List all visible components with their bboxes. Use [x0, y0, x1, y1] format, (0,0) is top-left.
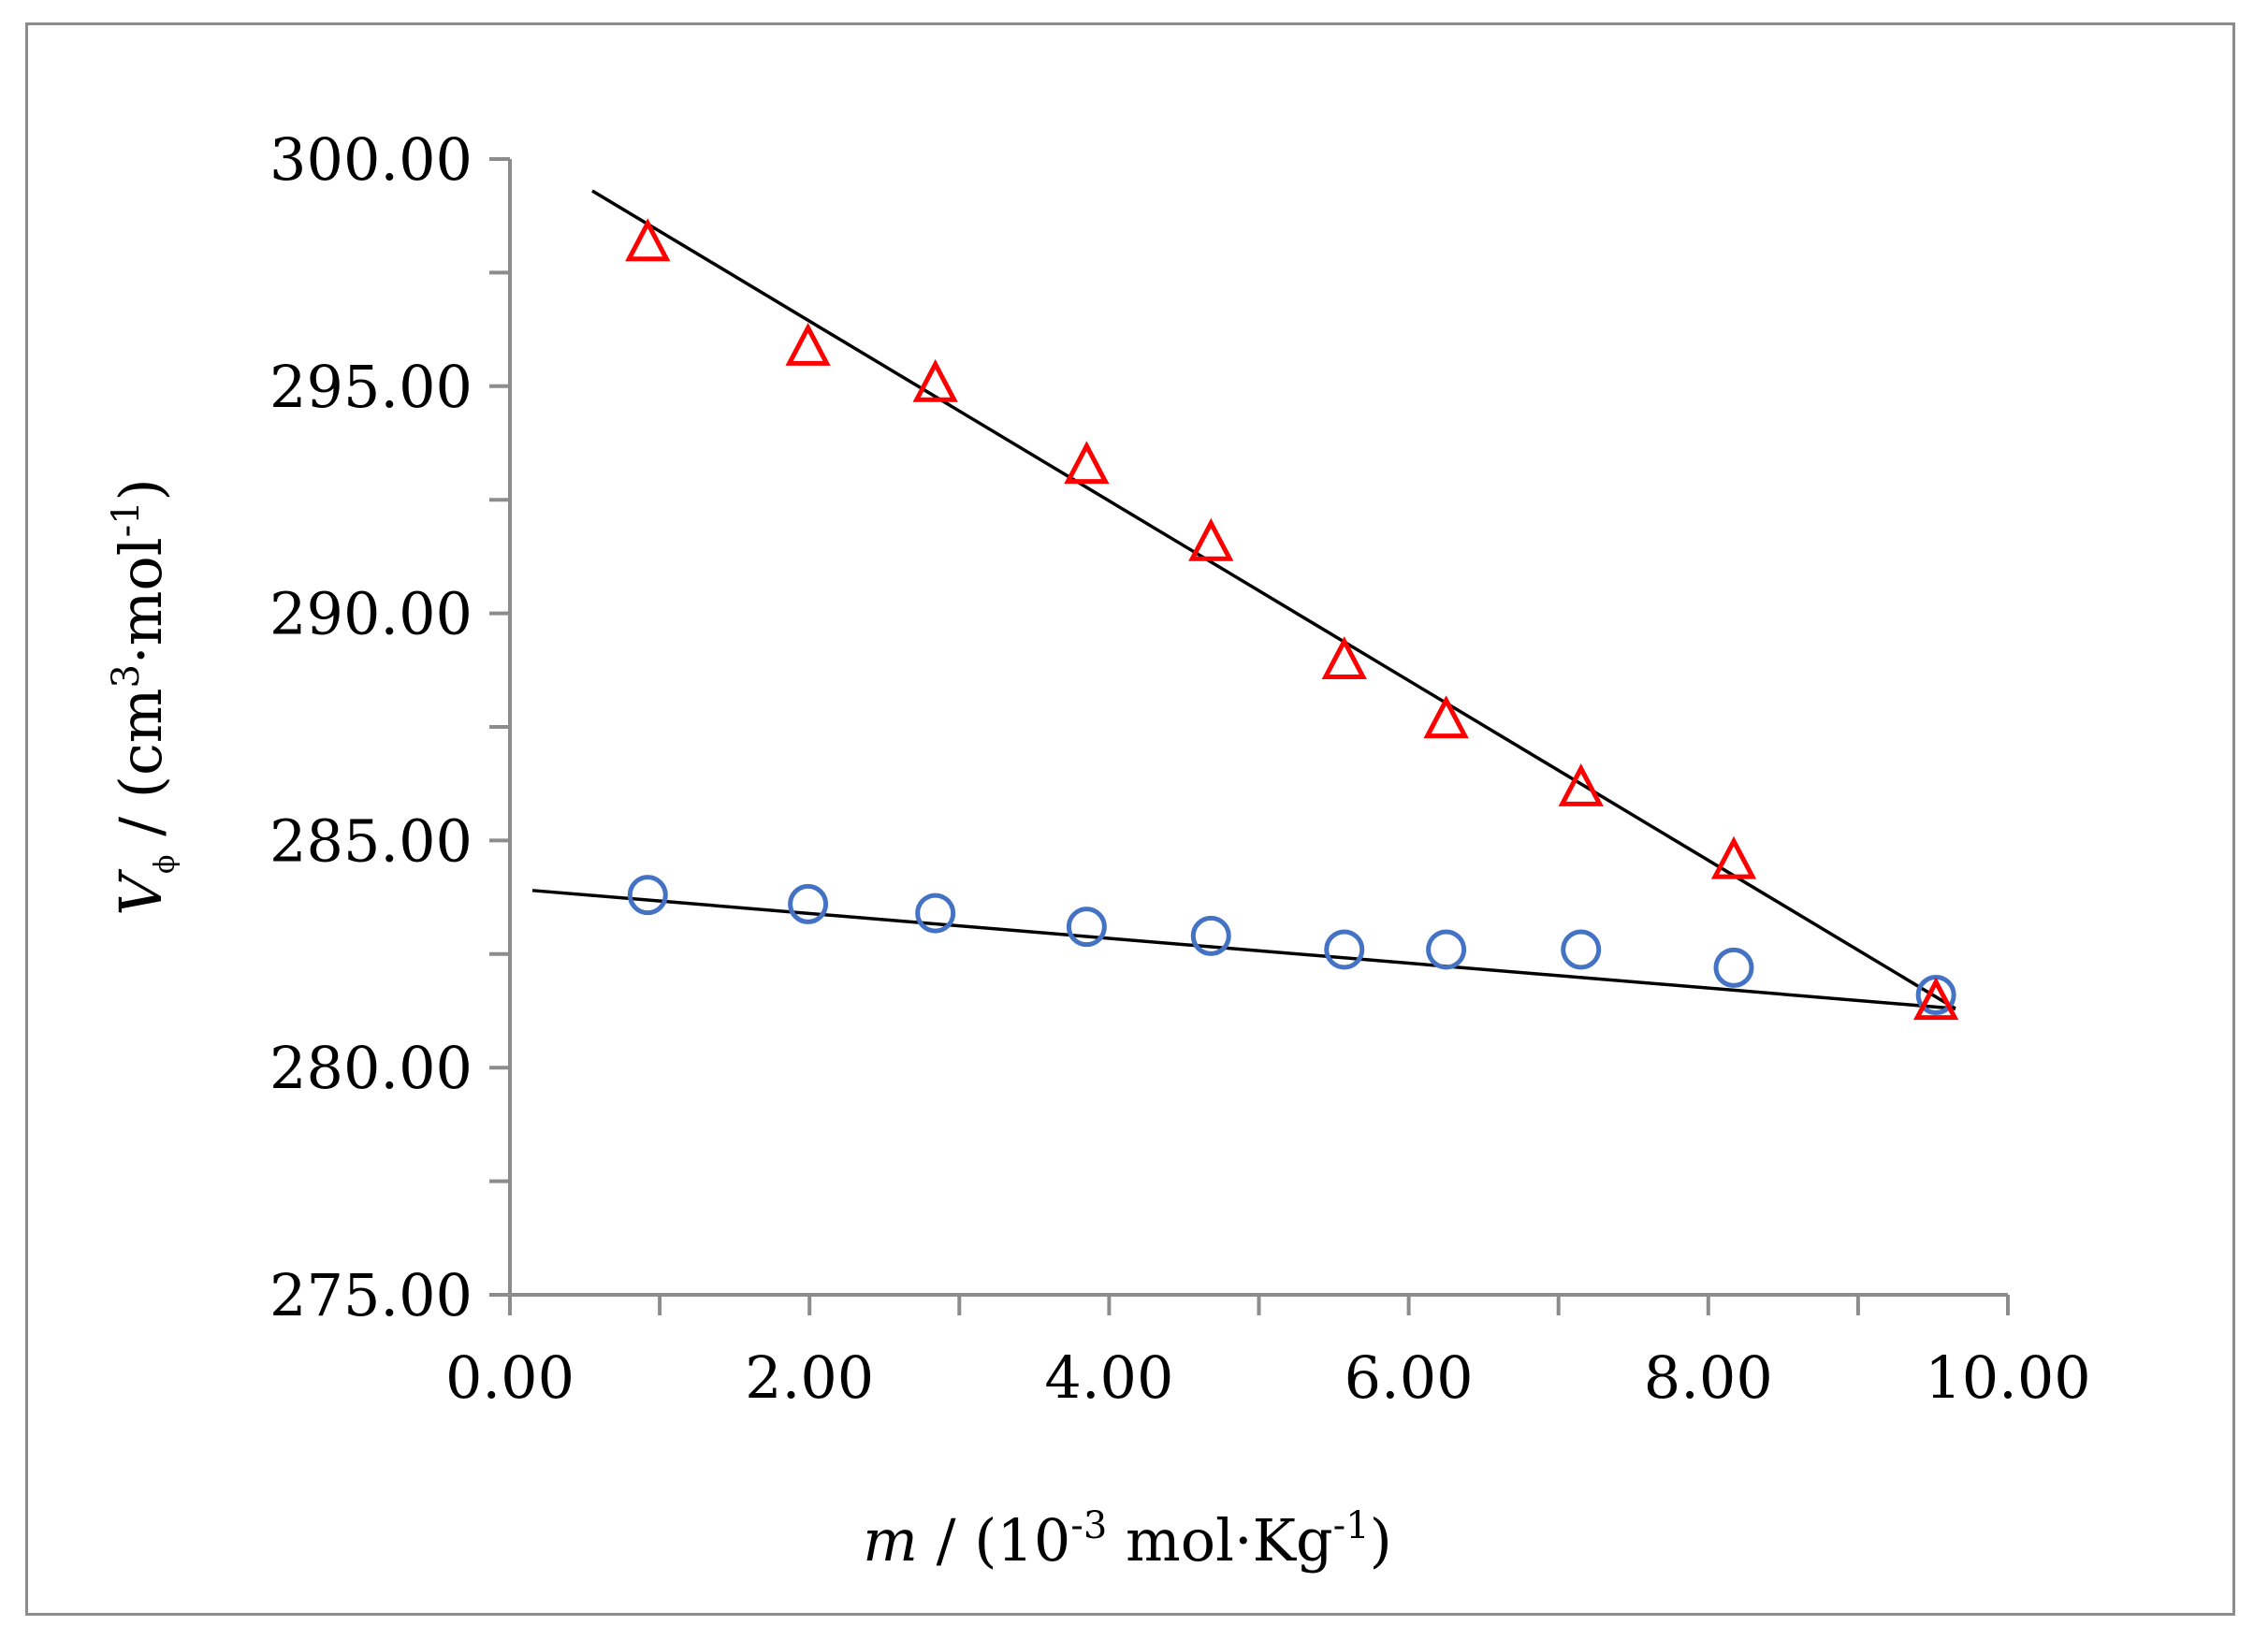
triangle-point — [1913, 977, 1959, 1021]
y-tick-label: 280.00 — [269, 1034, 472, 1102]
circle-point — [788, 883, 829, 924]
circle-point — [915, 893, 956, 934]
x-tick-label: 8.00 — [1644, 1343, 1773, 1412]
y-tick-label: 285.00 — [269, 806, 472, 875]
circle-point — [1426, 929, 1467, 970]
x-tick-label: 6.00 — [1345, 1343, 1474, 1412]
circles-fit-line — [531, 889, 1956, 1010]
triangle-point — [625, 218, 671, 262]
circle-point — [1713, 947, 1754, 988]
tick-labels: 275.00 280.00 285.00 290.00 295.00 300.00 0.00… — [269, 125, 2091, 1412]
circle-point — [1066, 907, 1107, 948]
y-tick-label: 290.00 — [269, 580, 472, 648]
triangle-point — [1423, 695, 1469, 739]
triangle-point — [1064, 441, 1110, 485]
triangles-fit-line — [591, 189, 1956, 1010]
triangle-point — [1710, 835, 1757, 879]
x-tick-label: 2.00 — [745, 1343, 874, 1412]
triangle-point — [1188, 517, 1234, 561]
x-tick-label: 0.00 — [445, 1343, 574, 1412]
axes — [489, 157, 2010, 1315]
circle-point — [1190, 915, 1231, 956]
x-axis-title: m / (10-3 mol·Kg-1) — [863, 1504, 1392, 1575]
data-points — [625, 218, 1959, 1021]
fit-lines — [531, 189, 1956, 1010]
circle-point — [1324, 929, 1365, 970]
triangle-point — [785, 323, 831, 366]
triangle-point — [1321, 636, 1367, 679]
y-tick-label: 295.00 — [269, 353, 472, 421]
triangle-point — [912, 358, 958, 402]
circle-point — [1561, 929, 1602, 970]
x-tick-label: 4.00 — [1044, 1343, 1173, 1412]
y-axis-title: Vϕ / (cm3·mol-1) — [105, 478, 182, 916]
y-tick-label: 300.00 — [269, 125, 472, 194]
x-tick-label: 10.00 — [1925, 1343, 2091, 1412]
circle-point — [627, 875, 668, 916]
y-tick-label: 275.00 — [269, 1261, 472, 1329]
chart-frame — [25, 22, 2235, 1616]
triangle-point — [1558, 763, 1604, 806]
